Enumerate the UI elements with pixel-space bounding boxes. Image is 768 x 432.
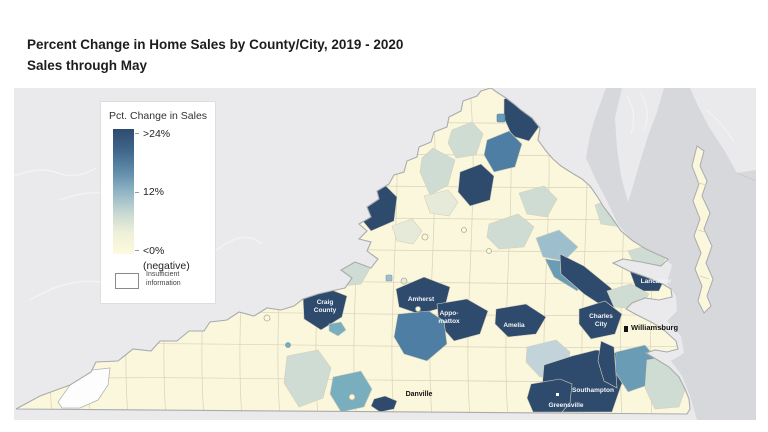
town-circle xyxy=(263,314,271,322)
legend-label-top: >24% xyxy=(143,128,171,140)
town-circle xyxy=(348,393,356,401)
map-label-greensville: Greensville xyxy=(548,402,584,409)
williamsburg-square-icon xyxy=(624,325,628,330)
town-circle xyxy=(486,248,492,254)
eastern-shore xyxy=(691,145,714,314)
map-label-amherst: Amherst xyxy=(407,296,435,303)
county-shape xyxy=(329,370,373,413)
maryland-eastern-shore xyxy=(690,88,756,173)
county-shape xyxy=(447,121,484,159)
city-shape xyxy=(328,321,347,337)
county-shape xyxy=(423,189,459,217)
town-circle xyxy=(415,306,421,312)
town-circle xyxy=(285,342,291,348)
legend-insufficient-line1: Insufficient xyxy=(146,271,180,278)
legend-title: Pct. Change in Sales xyxy=(109,110,208,122)
legend-label-bottom: <0% xyxy=(143,245,165,257)
small-town-markers xyxy=(263,113,506,401)
legend-label-negative: (negative) xyxy=(143,260,190,272)
page-title: Percent Change in Home Sales by County/C… xyxy=(27,34,403,76)
map-label-danville: Danville xyxy=(405,391,433,398)
county-charles-city xyxy=(578,300,623,340)
map-label-williamsburg: Williamsburg xyxy=(624,324,678,332)
county-shape xyxy=(535,229,579,262)
legend-label-mid: 12% xyxy=(143,186,165,198)
colored-counties xyxy=(171,93,688,413)
page-title-line1: Percent Change in Home Sales by County/C… xyxy=(27,37,404,52)
williamsburg-marker xyxy=(624,328,628,332)
legend-insufficient-swatch xyxy=(115,273,139,289)
map-label-craig-county: Craig County xyxy=(313,299,337,314)
county-shape xyxy=(597,340,618,389)
county-shape xyxy=(391,218,423,245)
legend-insufficient-line2: information xyxy=(146,280,181,287)
county-shape xyxy=(483,130,523,173)
town-square xyxy=(385,274,393,282)
legend-insufficient-label: Insufficient information xyxy=(146,270,181,288)
county-shape xyxy=(518,185,558,218)
town-circle xyxy=(400,277,408,285)
eastern-shore-county-lines xyxy=(695,181,710,280)
legend-gradient-bar xyxy=(113,129,134,254)
franklin-city-marker xyxy=(556,393,559,396)
map-label-amelia: Amelia xyxy=(503,322,525,329)
map-label-lancaster: Lancaster xyxy=(640,278,672,285)
maryland-road-lines xyxy=(625,91,735,143)
page-title-line2: Sales through May xyxy=(27,58,148,73)
town-square xyxy=(496,113,506,123)
maryland-western-shore xyxy=(615,88,664,202)
map-label-appomattox: Appo-mattox xyxy=(438,310,460,325)
legend-tick-bottom xyxy=(135,250,139,251)
county-greensville xyxy=(526,378,573,413)
legend-tick-mid xyxy=(135,192,139,193)
city-danville xyxy=(370,395,398,413)
map-label-southampton: Southampton xyxy=(572,387,614,394)
county-amelia xyxy=(494,303,547,338)
county-shape xyxy=(457,163,495,207)
virginia-state-outline xyxy=(15,88,691,415)
county-shape xyxy=(283,349,332,408)
county-shape xyxy=(393,310,448,362)
map-label-charles-city: Charles City xyxy=(589,313,613,328)
town-circle xyxy=(421,233,429,241)
md-va-state-line xyxy=(736,172,756,182)
county-shape xyxy=(486,213,535,250)
legend-tick-top xyxy=(135,133,139,134)
legend: Pct. Change in Sales >24% 12% <0% (negat… xyxy=(101,102,215,303)
town-circle xyxy=(461,227,467,233)
